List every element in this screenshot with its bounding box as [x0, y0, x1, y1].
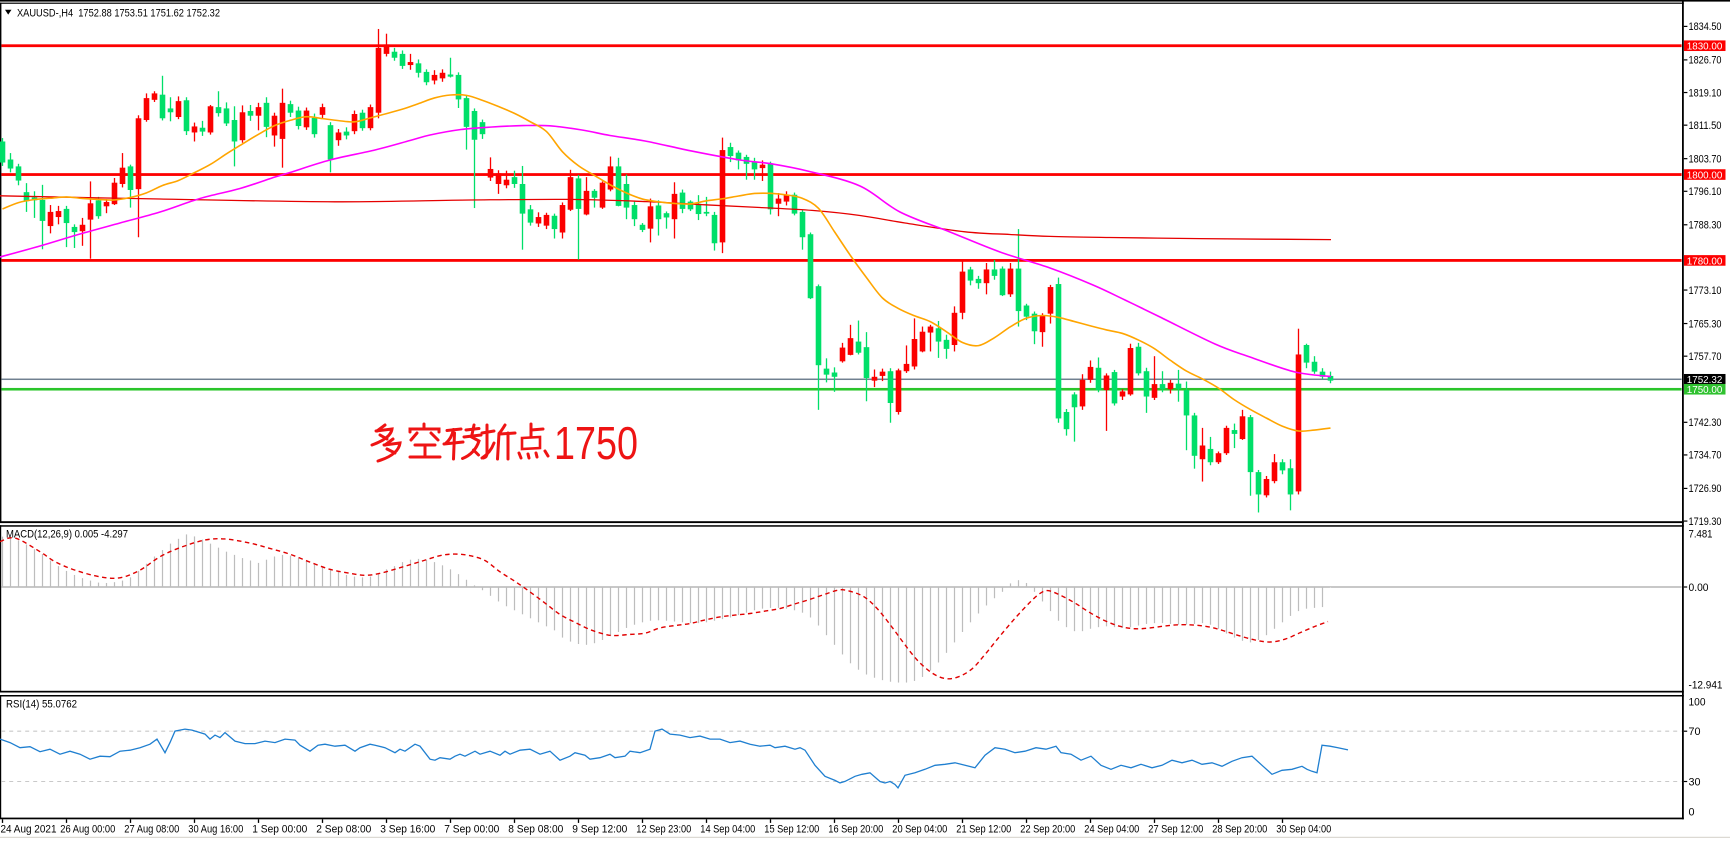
- svg-text:1757.70: 1757.70: [1689, 351, 1722, 363]
- svg-text:20 Sep 04:00: 20 Sep 04:00: [892, 824, 947, 836]
- svg-text:1719.30: 1719.30: [1689, 516, 1722, 528]
- svg-text:1811.50: 1811.50: [1689, 120, 1722, 132]
- svg-text:1803.70: 1803.70: [1689, 153, 1722, 165]
- svg-text:30: 30: [1689, 776, 1701, 788]
- svg-text:12 Sep 23:00: 12 Sep 23:00: [636, 824, 691, 836]
- svg-text:30 Aug 16:00: 30 Aug 16:00: [188, 824, 243, 836]
- svg-text:1726.90: 1726.90: [1689, 483, 1722, 495]
- svg-text:1752.32: 1752.32: [1687, 374, 1723, 386]
- svg-text:1750: 1750: [554, 417, 638, 469]
- svg-text:2 Sep 08:00: 2 Sep 08:00: [316, 824, 371, 836]
- svg-text:1742.30: 1742.30: [1689, 417, 1722, 429]
- svg-text:MACD(12,26,9) 0.005 -4.297: MACD(12,26,9) 0.005 -4.297: [6, 529, 128, 541]
- svg-text:1750.00: 1750.00: [1687, 384, 1723, 396]
- svg-text:21 Sep 12:00: 21 Sep 12:00: [956, 824, 1011, 836]
- svg-text:1834.50: 1834.50: [1689, 21, 1722, 33]
- svg-text:1830.00: 1830.00: [1687, 41, 1723, 53]
- svg-text:7 Sep 00:00: 7 Sep 00:00: [444, 824, 499, 836]
- svg-text:22 Sep 20:00: 22 Sep 20:00: [1020, 824, 1075, 836]
- svg-text:0.00: 0.00: [1689, 582, 1709, 594]
- svg-text:1734.70: 1734.70: [1689, 450, 1722, 462]
- svg-text:70: 70: [1689, 726, 1701, 738]
- svg-text:1800.00: 1800.00: [1687, 169, 1723, 181]
- svg-text:16 Sep 20:00: 16 Sep 20:00: [828, 824, 883, 836]
- svg-text:24 Sep 04:00: 24 Sep 04:00: [1084, 824, 1139, 836]
- svg-text:27 Aug 08:00: 27 Aug 08:00: [124, 824, 179, 836]
- svg-text:1 Sep 00:00: 1 Sep 00:00: [252, 824, 307, 836]
- svg-text:0: 0: [1689, 807, 1695, 819]
- svg-text:30 Sep 04:00: 30 Sep 04:00: [1276, 824, 1331, 836]
- svg-text:15 Sep 12:00: 15 Sep 12:00: [764, 824, 819, 836]
- svg-text:1788.30: 1788.30: [1689, 220, 1722, 232]
- svg-text:100: 100: [1689, 697, 1706, 709]
- svg-text:28 Sep 20:00: 28 Sep 20:00: [1212, 824, 1267, 836]
- svg-text:7.481: 7.481: [1689, 529, 1713, 541]
- svg-text:1819.10: 1819.10: [1689, 87, 1722, 99]
- svg-text:1773.10: 1773.10: [1689, 285, 1722, 297]
- svg-text:26 Aug 00:00: 26 Aug 00:00: [60, 824, 115, 836]
- svg-text:-12.941: -12.941: [1689, 680, 1723, 692]
- svg-text:1796.10: 1796.10: [1689, 186, 1722, 198]
- svg-text:14 Sep 04:00: 14 Sep 04:00: [700, 824, 755, 836]
- svg-text:24 Aug 2021: 24 Aug 2021: [1, 824, 57, 836]
- svg-text:27 Sep 12:00: 27 Sep 12:00: [1148, 824, 1203, 836]
- svg-text:3 Sep 16:00: 3 Sep 16:00: [380, 824, 435, 836]
- svg-text:9 Sep 12:00: 9 Sep 12:00: [572, 824, 627, 836]
- svg-text:8 Sep 08:00: 8 Sep 08:00: [508, 824, 563, 836]
- svg-text:XAUUSD-,H4 1752.88 1753.51 17: XAUUSD-,H4 1752.88 1753.51 1751.62 1752.…: [17, 8, 220, 20]
- svg-text:1780.00: 1780.00: [1687, 255, 1723, 267]
- svg-text:1765.30: 1765.30: [1689, 318, 1722, 330]
- svg-text:1826.70: 1826.70: [1689, 55, 1722, 67]
- svg-text:RSI(14) 55.0762: RSI(14) 55.0762: [6, 699, 77, 711]
